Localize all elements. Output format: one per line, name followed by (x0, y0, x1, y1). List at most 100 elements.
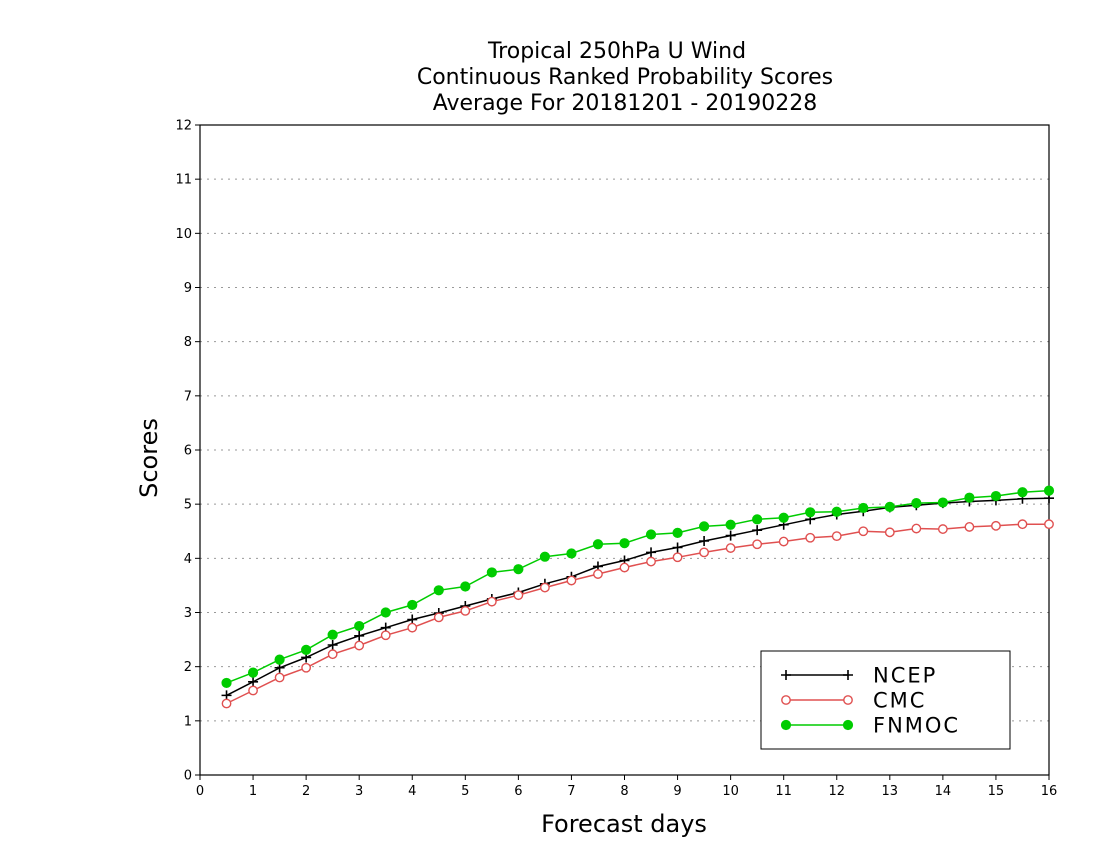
data-point-cmc (274, 672, 285, 683)
data-point-cmc (672, 552, 683, 563)
data-point-fnmoc (1043, 485, 1055, 496)
x-tick-label: 8 (620, 784, 628, 799)
title-line-1: Tropical 250hPa U Wind (487, 39, 746, 64)
data-point-ncep (699, 536, 710, 546)
legend-marker (843, 695, 853, 705)
data-point-fnmoc (858, 502, 869, 514)
legend-entry-ncep: NCEP (781, 664, 937, 688)
data-point-fnmoc (247, 667, 259, 678)
data-point-cmc (593, 569, 603, 579)
data-point-cmc (991, 520, 1001, 531)
data-point-cmc (699, 547, 709, 558)
data-point-fnmoc (301, 644, 312, 655)
data-point-cmc (486, 596, 497, 607)
data-point-ncep (672, 542, 683, 553)
data-point-fnmoc (327, 629, 338, 640)
legend-label: NCEP (873, 664, 937, 688)
data-point-fnmoc (380, 607, 391, 618)
y-axis-title: Scores (135, 418, 163, 498)
data-point-fnmoc (460, 581, 471, 592)
data-point-cmc (301, 662, 312, 673)
data-point-cmc (964, 522, 975, 532)
data-point-cmc (248, 685, 258, 696)
data-point-fnmoc (672, 527, 683, 538)
data-point-fnmoc (539, 551, 551, 562)
data-point-fnmoc (619, 538, 630, 549)
data-point-cmc (937, 524, 948, 534)
title-line-2: Continuous Ranked Probability Scores (417, 65, 833, 90)
x-axis: 0 1 2 3 4 5 6 7 8 9 10 11 12 13 14 15 16 (196, 775, 1057, 799)
data-point-cmc (433, 612, 444, 623)
x-tick-label: 3 (355, 784, 363, 799)
data-point-fnmoc (566, 548, 577, 559)
data-point-cmc (752, 539, 763, 550)
data-point-fnmoc (911, 497, 922, 509)
data-point-fnmoc (221, 677, 232, 689)
data-point-cmc (725, 543, 736, 553)
data-point-fnmoc (433, 585, 444, 596)
data-point-ncep (646, 547, 657, 558)
y-tick-label: 3 (184, 606, 192, 621)
data-point-cmc (805, 532, 816, 543)
x-tick-label: 0 (196, 784, 204, 799)
data-point-ncep (725, 530, 736, 541)
data-point-fnmoc (592, 539, 604, 550)
data-point-cmc (884, 527, 895, 538)
data-point-ncep (354, 630, 365, 641)
data-point-fnmoc (725, 519, 736, 530)
data-point-fnmoc (354, 620, 365, 632)
y-tick-label: 8 (184, 335, 192, 350)
data-point-cmc (566, 575, 577, 586)
data-point-fnmoc (1017, 487, 1028, 498)
data-point-fnmoc (937, 497, 948, 508)
title-line-3: Average For 20181201 - 20190228 (433, 91, 818, 116)
series-fnmoc (221, 485, 1055, 689)
y-tick-label: 7 (184, 389, 192, 404)
legend-label: FNMOC (873, 714, 960, 738)
data-point-fnmoc (884, 501, 895, 512)
x-tick-label: 1 (249, 784, 257, 799)
data-point-ncep (327, 640, 338, 650)
y-tick-label: 9 (184, 281, 192, 296)
legend-entry-cmc: CMC (781, 689, 926, 713)
y-tick-label: 0 (184, 769, 192, 784)
x-tick-label: 4 (408, 784, 416, 799)
data-point-cmc (327, 649, 338, 660)
x-tick-label: 5 (461, 784, 469, 799)
x-tick-label: 12 (828, 784, 845, 799)
x-tick-label: 11 (775, 784, 792, 799)
data-point-ncep (248, 676, 259, 687)
data-point-cmc (513, 590, 524, 601)
y-tick-label: 10 (175, 227, 192, 242)
x-axis-title: Forecast days (541, 810, 707, 838)
series-cmc (221, 519, 1054, 709)
data-point-fnmoc (831, 506, 842, 517)
data-point-cmc (540, 582, 550, 593)
data-point-cmc (460, 605, 471, 616)
data-point-fnmoc (778, 512, 789, 523)
data-point-cmc (646, 556, 656, 567)
x-tick-label: 7 (567, 784, 575, 799)
data-point-fnmoc (513, 564, 524, 575)
data-point-fnmoc (486, 567, 497, 578)
legend-label: CMC (873, 689, 926, 713)
y-tick-label: 6 (184, 444, 192, 459)
gridlines (200, 178, 1049, 722)
y-tick-label: 11 (175, 173, 192, 188)
data-point-cmc (1017, 519, 1028, 530)
series-lines (221, 485, 1055, 709)
legend-marker (781, 670, 791, 680)
x-tick-label: 2 (302, 784, 310, 799)
x-tick-label: 10 (722, 784, 739, 799)
data-point-cmc (354, 640, 365, 651)
y-tick-label: 5 (184, 498, 192, 513)
x-tick-label: 9 (673, 784, 681, 799)
data-point-cmc (911, 523, 922, 534)
data-point-cmc (619, 562, 630, 573)
data-point-fnmoc (964, 492, 975, 503)
x-tick-label: 14 (935, 784, 952, 799)
